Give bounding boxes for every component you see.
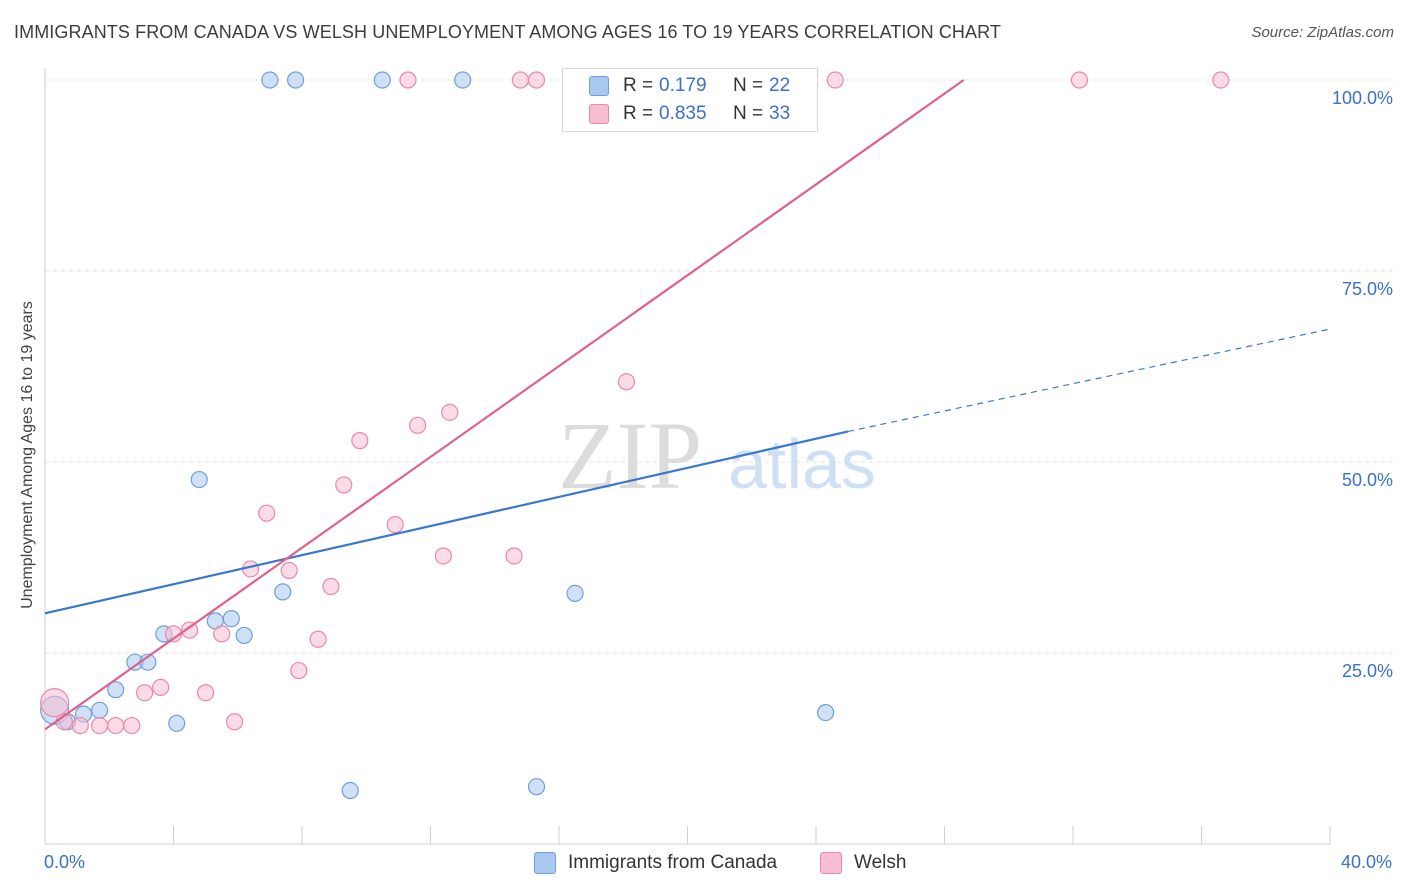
- source-label: Source: ZipAtlas.com: [1251, 24, 1394, 41]
- welsh-point: [1212, 71, 1230, 89]
- canada-trend-line: [44, 430, 849, 615]
- welsh-point: [441, 403, 459, 421]
- canada-point: [168, 714, 186, 732]
- legend-row-welsh: R = 0.835 N = 33: [563, 101, 843, 127]
- legend-item-canada: Immigrants from Canada: [534, 852, 777, 874]
- welsh-point: [527, 71, 546, 89]
- legend-r-label: R =: [623, 75, 654, 96]
- legend-swatch-canada: [589, 76, 609, 96]
- welsh-point: [213, 625, 231, 643]
- welsh-point: [617, 373, 636, 391]
- welsh-point: [258, 504, 276, 522]
- welsh-point: [135, 684, 154, 702]
- welsh-point: [399, 71, 417, 89]
- welsh-point: [152, 678, 170, 696]
- welsh-point: [225, 713, 244, 731]
- welsh-point: [290, 661, 308, 680]
- welsh-point: [1070, 71, 1089, 89]
- legend-label-welsh: Welsh: [854, 852, 907, 873]
- legend-swatch-canada: [534, 852, 556, 874]
- welsh-point: [180, 621, 199, 639]
- welsh-point: [409, 416, 427, 434]
- canada-point: [566, 584, 584, 603]
- legend-n-value: 22: [769, 75, 791, 96]
- y-tick-label-50: 50.0%: [1342, 470, 1393, 490]
- y-tick-label-25: 25.0%: [1342, 661, 1393, 681]
- trend-lines: [44, 79, 1331, 731]
- y-tick-labels: 25.0% 50.0% 75.0% 100.0%: [1332, 88, 1393, 681]
- welsh-point: [826, 71, 844, 89]
- welsh-trend-line: [44, 79, 965, 731]
- welsh-point: [280, 561, 298, 580]
- legend-row-canada: R = 0.179 N = 22: [563, 73, 843, 99]
- canada-trend-extension: [848, 328, 1331, 433]
- welsh-point: [197, 684, 215, 702]
- welsh-point: [322, 577, 340, 596]
- welsh-point: [123, 716, 141, 735]
- y-tick-label-75: 75.0%: [1342, 279, 1393, 299]
- canada-point: [190, 470, 208, 489]
- legend-label-canada: Immigrants from Canada: [568, 852, 778, 873]
- welsh-point: [386, 516, 404, 534]
- canada-point: [817, 703, 835, 722]
- canada-point: [454, 71, 472, 89]
- welsh-point: [40, 688, 70, 718]
- canada-point: [274, 583, 292, 601]
- welsh-point: [91, 716, 109, 735]
- canada-point: [286, 71, 305, 89]
- canada-point: [235, 626, 253, 645]
- welsh-point: [511, 71, 530, 89]
- legend-r-label: R =: [623, 103, 654, 124]
- y-tick-label-100: 100.0%: [1332, 88, 1393, 108]
- data-points: [40, 71, 1230, 800]
- welsh-point: [351, 432, 369, 450]
- welsh-point: [434, 547, 452, 565]
- stats-legend: R = 0.179 N = 22 R = 0.835 N = 33: [562, 68, 818, 132]
- chart-title: IMMIGRANTS FROM CANADA VS WELSH UNEMPLOY…: [14, 22, 1002, 42]
- legend-swatch-welsh: [820, 852, 842, 874]
- welsh-point: [107, 716, 125, 735]
- legend-n-label: N =: [733, 75, 764, 96]
- canada-point: [91, 701, 109, 719]
- canada-point: [527, 778, 546, 796]
- welsh-point: [309, 630, 327, 648]
- canada-point: [373, 71, 391, 89]
- watermark-atlas: atlas: [728, 425, 876, 503]
- canada-point: [222, 610, 240, 628]
- canada-point: [341, 781, 359, 800]
- x-tick-min: 0.0%: [44, 852, 86, 872]
- welsh-point: [335, 476, 353, 494]
- legend-swatch-welsh: [589, 104, 609, 124]
- legend-r-value: 0.179: [659, 75, 707, 96]
- legend-n-label: N =: [733, 103, 764, 124]
- legend-r-value: 0.835: [659, 103, 707, 124]
- welsh-point: [505, 547, 523, 565]
- x-tick-max: 40.0%: [1340, 852, 1392, 872]
- canada-point: [107, 681, 125, 699]
- legend-item-welsh: Welsh: [820, 852, 906, 874]
- watermark: ZIP atlas: [558, 402, 876, 509]
- series-legend: Immigrants from Canada Welsh: [0, 852, 1406, 878]
- canada-point: [261, 71, 279, 89]
- welsh-point: [71, 716, 89, 735]
- legend-n-value: 33: [769, 103, 791, 124]
